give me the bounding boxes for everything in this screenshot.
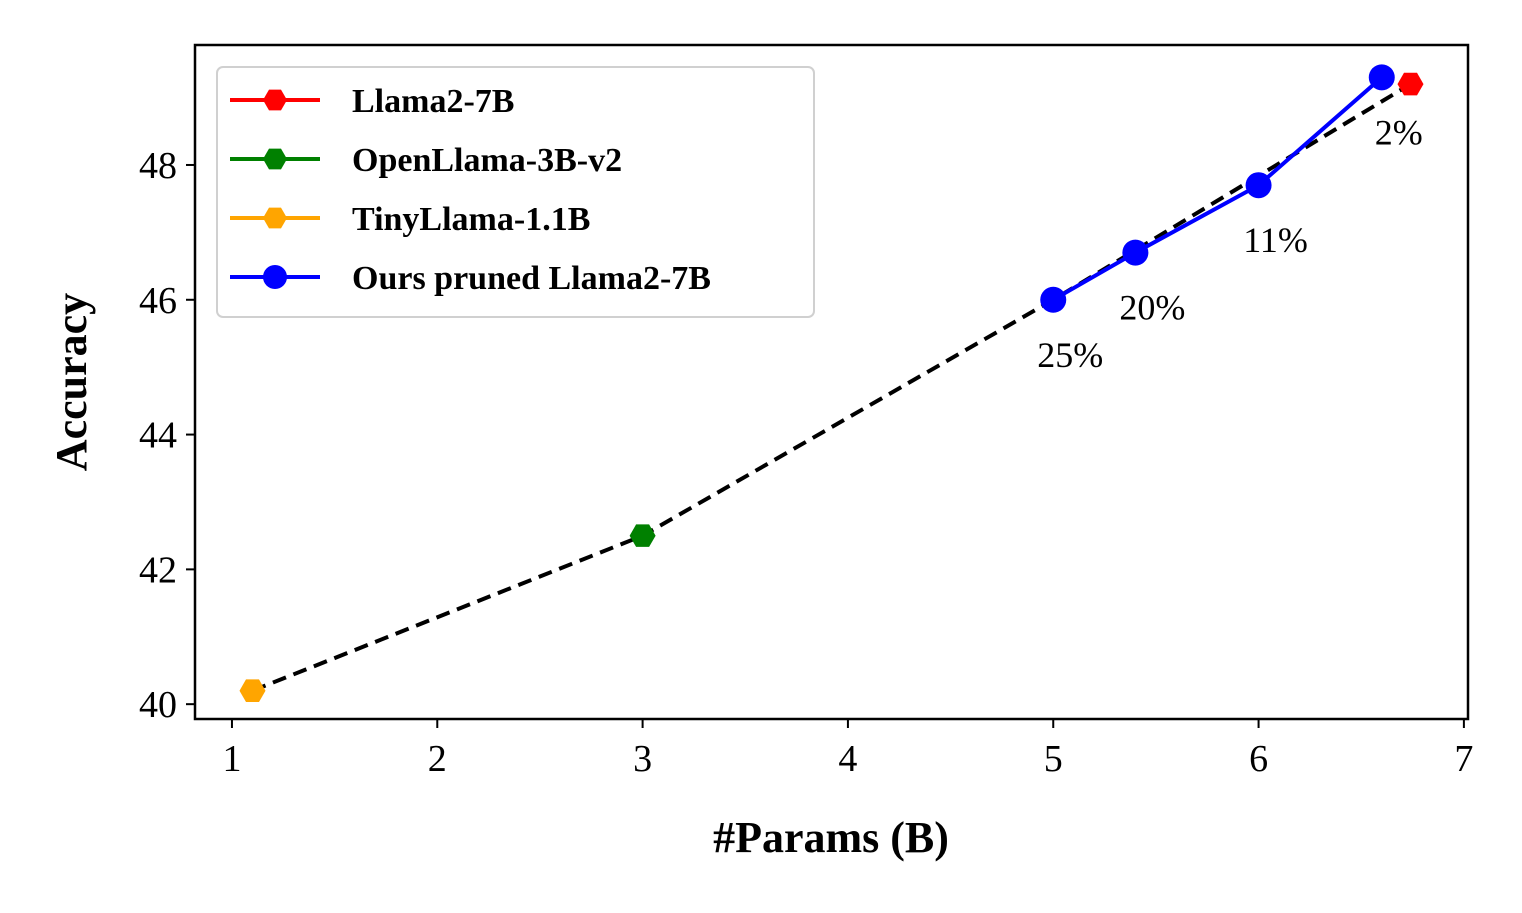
plot-area-frame: [193, 43, 1470, 721]
x-tick-label: 7: [1454, 738, 1473, 780]
y-axis-title: Accuracy: [47, 293, 96, 471]
y-tick-label: 46: [139, 280, 177, 322]
legend-box: [216, 66, 815, 318]
x-axis-ticks: 1 2 3 4 5 6 7: [222, 719, 1473, 780]
y-tick-label: 42: [139, 549, 177, 591]
y-tick-label: 48: [139, 145, 177, 187]
x-tick-label: 1: [222, 738, 241, 780]
data-point-llama2-7b: [1397, 72, 1424, 96]
y-tick-label: 44: [139, 415, 177, 457]
data-point-openllama-3b-v2: [629, 524, 656, 547]
x-tick-label: 4: [838, 738, 857, 780]
series-line-ours-pruned-llama2-7b: [1052, 75, 1384, 302]
legend-marker: [263, 265, 287, 289]
data-point-ours-pruned-llama2-7b: [1122, 239, 1149, 266]
data-point-tinyllama-1-1b: [239, 679, 266, 702]
series-group: [239, 64, 1424, 702]
y-tick-label: 40: [139, 684, 177, 726]
trend-line-group: [251, 82, 1412, 693]
data-point-ours-pruned-llama2-7b: [1245, 172, 1272, 199]
legend-marker: [263, 148, 287, 170]
x-tick-label: 5: [1044, 738, 1063, 780]
legend: Llama2-7B OpenLlama-3B-v2 TinyLlama-1.1B Ou…: [216, 66, 815, 318]
data-point-ours-pruned-llama2-7b: [1040, 286, 1067, 313]
legend-label: Llama2-7B: [352, 83, 514, 120]
legend-label: OpenLlama-3B-v2: [352, 142, 622, 179]
x-axis-title: #Params (B): [713, 813, 949, 862]
x-tick-label: 2: [428, 738, 447, 780]
point-annotation: 25%: [1037, 335, 1103, 375]
annotations-group: 25% 20% 11% 2%: [1037, 112, 1423, 374]
x-tick-label: 6: [1249, 738, 1268, 780]
x-tick-label: 3: [633, 738, 652, 780]
trend-line: [251, 82, 1412, 693]
point-annotation: 11%: [1243, 220, 1308, 260]
y-axis-ticks: 40 42 44 46 48: [139, 145, 195, 726]
legend-label: Ours pruned Llama2-7B: [352, 260, 711, 297]
legend-marker: [263, 207, 287, 229]
point-annotation: 2%: [1375, 112, 1423, 152]
legend-label: TinyLlama-1.1B: [352, 201, 590, 238]
point-annotation: 20%: [1119, 288, 1185, 328]
data-point-ours-pruned-llama2-7b: [1368, 64, 1395, 91]
legend-marker: [263, 89, 287, 111]
